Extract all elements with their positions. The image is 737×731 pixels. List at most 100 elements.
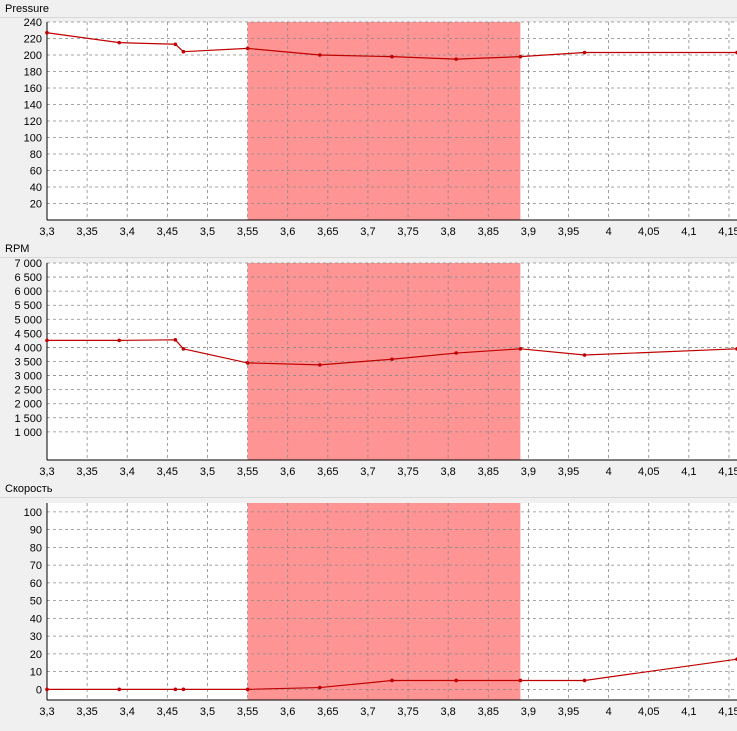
speed-x-tick-label: 3,3 <box>39 706 54 718</box>
rpm-y-tick-label: 6 000 <box>14 286 42 298</box>
speed-x-tick-label: 3,8 <box>441 706 456 718</box>
pressure-y-tick-label: 140 <box>24 100 42 112</box>
speed-x-tick-label: 3,75 <box>397 706 418 718</box>
rpm-data-point <box>390 357 394 362</box>
rpm-y-tick-label: 1 500 <box>14 413 42 425</box>
pressure-data-point <box>45 30 49 35</box>
speed-x-tick-label: 3,6 <box>280 706 295 718</box>
rpm-data-point <box>317 363 322 367</box>
rpm-x-tick-label: 4,15 <box>718 466 737 478</box>
speed-panel-header <box>0 480 737 498</box>
pressure-data-point <box>390 54 394 59</box>
rpm-x-tick-label: 3,75 <box>397 466 418 478</box>
speed-panel: Скорость 3,3 3,35 3,4 3,45 3,5 3,55 3,6 3,65 3,7… <box>0 480 737 731</box>
rpm-y-tick-label: 5 000 <box>14 314 42 326</box>
pressure-y-tick-label: 100 <box>24 133 42 145</box>
rpm-panel: RPM 3,3 3,35 3,4 3,45 3,5 3,55 3,6 3,65 3,7 3,75 3… <box>0 240 737 480</box>
pressure-x-tick-label: 4 <box>606 226 612 238</box>
pressure-x-tick-label: 4,15 <box>718 226 737 238</box>
pressure-x-tick-label: 3,8 <box>441 226 456 238</box>
speed-y-tick-label: 20 <box>30 649 42 661</box>
speed-x-tick-label: 3,45 <box>157 706 178 718</box>
pressure-y-tick-label: 40 <box>30 182 42 194</box>
pressure-x-tick-label: 3,65 <box>317 226 338 238</box>
pressure-title: Pressure <box>5 3 50 15</box>
speed-data-point <box>518 678 523 683</box>
rpm-x-tick-label: 3,45 <box>157 466 178 478</box>
pressure-x-tick-label: 3,35 <box>76 226 97 238</box>
rpm-y-tick-label: 4 500 <box>14 328 42 340</box>
speed-x-tick-label: 4 <box>606 706 612 718</box>
rpm-x-tick-label: 4,1 <box>681 466 696 478</box>
rpm-data-point <box>181 347 186 351</box>
speed-x-tick-label: 3,9 <box>521 706 536 718</box>
rpm-title: RPM <box>5 243 30 255</box>
speed-y-tick-label: 80 <box>30 542 42 554</box>
pressure-x-tick-label: 3,55 <box>237 226 258 238</box>
speed-y-tick-label: 90 <box>30 525 42 537</box>
rpm-y-tick-label: 2 000 <box>14 399 42 411</box>
rpm-data-point <box>245 361 250 365</box>
speed-y-tick-label: 0 <box>36 684 42 696</box>
pressure-x-tick-label: 4,05 <box>638 226 659 238</box>
rpm-x-tick-label: 3,85 <box>478 466 499 478</box>
speed-x-tick-label: 3,95 <box>558 706 579 718</box>
speed-data-point <box>317 685 322 690</box>
rpm-x-tick-label: 3,4 <box>120 466 135 478</box>
pressure-x-tick-label: 4,1 <box>681 226 696 238</box>
speed-y-tick-label: 50 <box>30 596 42 608</box>
rpm-panel-header <box>0 240 737 258</box>
pressure-y-tick-label: 160 <box>24 83 42 95</box>
rpm-data-point <box>45 338 49 343</box>
speed-title: Скорость <box>5 483 53 495</box>
pressure-panel-header <box>0 0 737 18</box>
speed-data-point <box>454 678 458 683</box>
pressure-x-tick-label: 3,7 <box>360 226 375 238</box>
rpm-chart: 3,3 3,35 3,4 3,45 3,5 3,55 3,6 3,65 3,7 3,75 3,8 3,… <box>14 258 737 478</box>
pressure-y-tick-label: 180 <box>24 67 42 79</box>
pressure-x-tick-label: 3,6 <box>280 226 295 238</box>
speed-data-point <box>390 678 394 683</box>
speed-x-tick-label: 3,65 <box>317 706 338 718</box>
pressure-y-tick-label: 220 <box>24 34 42 46</box>
rpm-x-tick-label: 3,3 <box>39 466 54 478</box>
speed-x-tick-label: 4,1 <box>681 706 696 718</box>
speed-data-point <box>245 687 250 692</box>
speed-y-tick-label: 10 <box>30 667 42 679</box>
speed-x-tick-label: 4,05 <box>638 706 659 718</box>
rpm-y-tick-label: 3 500 <box>14 357 42 369</box>
pressure-x-tick-label: 3,75 <box>397 226 418 238</box>
rpm-x-tick-label: 3,35 <box>76 466 97 478</box>
rpm-y-tick-label: 2 500 <box>14 385 42 397</box>
rpm-x-tick-label: 4,05 <box>638 466 659 478</box>
speed-x-tick-label: 4,15 <box>718 706 737 718</box>
speed-x-tick-label: 3,55 <box>237 706 258 718</box>
speed-y-tick-label: 40 <box>30 613 42 625</box>
pressure-data-point <box>317 53 322 57</box>
pressure-data-point <box>518 54 523 59</box>
rpm-data-point <box>518 347 523 351</box>
pressure-x-tick-label: 3,95 <box>558 226 579 238</box>
rpm-x-tick-label: 3,5 <box>200 466 215 478</box>
pressure-x-tick-label: 3,9 <box>521 226 536 238</box>
rpm-x-tick-label: 3,95 <box>558 466 579 478</box>
pressure-data-point <box>454 57 458 61</box>
rpm-data-point <box>173 338 178 342</box>
speed-chart: 3,3 3,35 3,4 3,45 3,5 3,55 3,6 3,65 3,7 3,75 3,8 3,… <box>24 503 737 718</box>
rpm-x-tick-label: 3,65 <box>317 466 338 478</box>
speed-data-point <box>582 678 587 683</box>
pressure-data-point <box>173 42 178 47</box>
rpm-data-point <box>582 353 587 357</box>
pressure-x-tick-label: 3,85 <box>478 226 499 238</box>
pressure-y-tick-label: 60 <box>30 166 42 178</box>
rpm-data-point <box>454 351 458 355</box>
speed-y-tick-label: 60 <box>30 578 42 590</box>
pressure-y-tick-label: 20 <box>30 199 42 211</box>
pressure-data-point <box>582 50 587 55</box>
pressure-x-tick-label: 3,45 <box>157 226 178 238</box>
pressure-y-tick-label: 200 <box>24 50 42 62</box>
speed-x-tick-label: 3,5 <box>200 706 215 718</box>
rpm-y-tick-label: 4 000 <box>14 342 42 354</box>
pressure-y-tick-label: 80 <box>30 149 42 161</box>
rpm-y-tick-label: 1 000 <box>14 427 42 439</box>
